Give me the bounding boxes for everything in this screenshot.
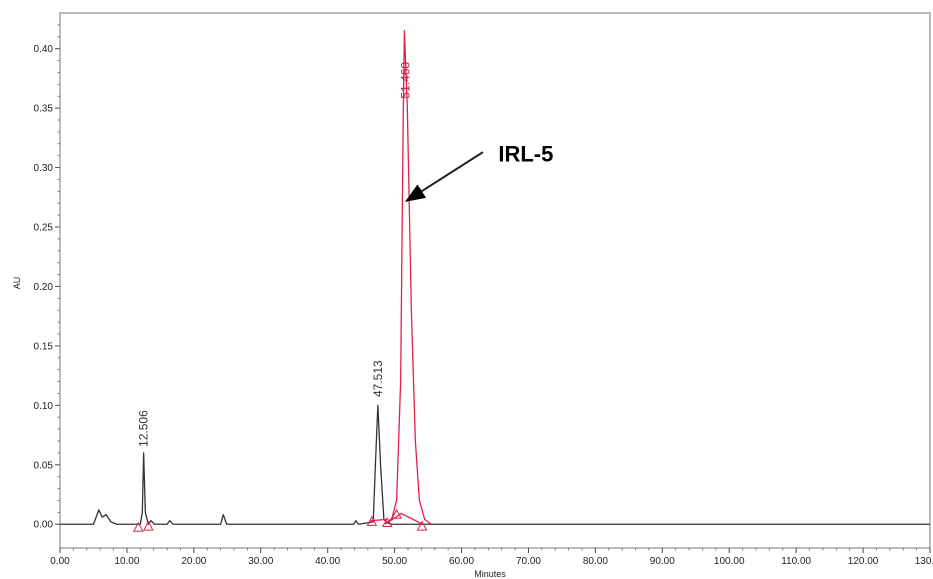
peak-label: 47.513: [371, 360, 385, 397]
x-tick-label: 30.00: [248, 556, 273, 567]
x-tick-label: 80.00: [583, 556, 608, 567]
peak-label: 51.460: [398, 62, 412, 99]
y-tick-label: 0.10: [34, 401, 54, 412]
plot-area-frame: [59, 12, 931, 549]
x-tick-label: 10.00: [114, 556, 139, 567]
x-tick-label: 20.00: [181, 556, 206, 567]
y-tick-label: 0.35: [34, 104, 54, 115]
peak-boundary-marker: [132, 521, 144, 532]
y-tick-label: 0.30: [34, 163, 54, 174]
y-tick-label: 0.25: [34, 223, 54, 234]
series-line-4: [384, 512, 424, 525]
x-tick-label: 70.00: [516, 556, 541, 567]
y-tick-label: 0.40: [34, 44, 54, 55]
peak-label: 12.506: [137, 410, 151, 447]
peak-label-layer: 12.506 47.513 51.460: [137, 62, 413, 447]
x-tick-label: 120.00: [848, 556, 879, 567]
y-tick-label: 0.05: [34, 460, 54, 471]
peak-boundary-marker: [366, 515, 378, 526]
x-tick-label: 60.00: [449, 556, 474, 567]
peak-boundary-marker: [143, 520, 154, 531]
x-tick-label: 90.00: [650, 556, 675, 567]
y-tick-label: 0.00: [34, 520, 54, 531]
x-tick-label: 130.00: [915, 556, 933, 567]
peak-boundary-marker: [391, 508, 402, 519]
x-tick-label: 40.00: [315, 556, 340, 567]
x-axis-title: Minutes: [474, 569, 506, 579]
annotation-label: IRL-5: [498, 142, 553, 167]
y-tick-label: 0.15: [34, 341, 54, 352]
x-tick-label: 100.00: [714, 556, 745, 567]
y-axis-title: AU: [12, 277, 22, 290]
y-tick-label: 0.20: [34, 282, 54, 293]
annotation-layer: IRL-5: [404, 142, 553, 202]
y-axis: 0.00 0.05 0.10 0.15 0.20 0.25 0.30 0.35 0.40: [34, 24, 60, 531]
x-tick-label: 50.00: [382, 556, 407, 567]
x-axis: 0.00 10.00 20.00 30.00 40.00 50.00 60.00 70.00 8…: [50, 548, 933, 567]
peak-marker-layer: [132, 508, 428, 532]
series-line-2: [384, 30, 432, 525]
peak-boundary-marker: [416, 520, 428, 531]
series-line-3: [370, 518, 387, 522]
peak-boundary-marker: [381, 516, 393, 528]
x-tick-label: 110.00: [781, 556, 811, 567]
x-tick-label: 0.00: [50, 556, 70, 567]
series-layer: [60, 30, 930, 525]
series-line-1: [60, 404, 930, 525]
annotation-arrow: [404, 151, 484, 202]
